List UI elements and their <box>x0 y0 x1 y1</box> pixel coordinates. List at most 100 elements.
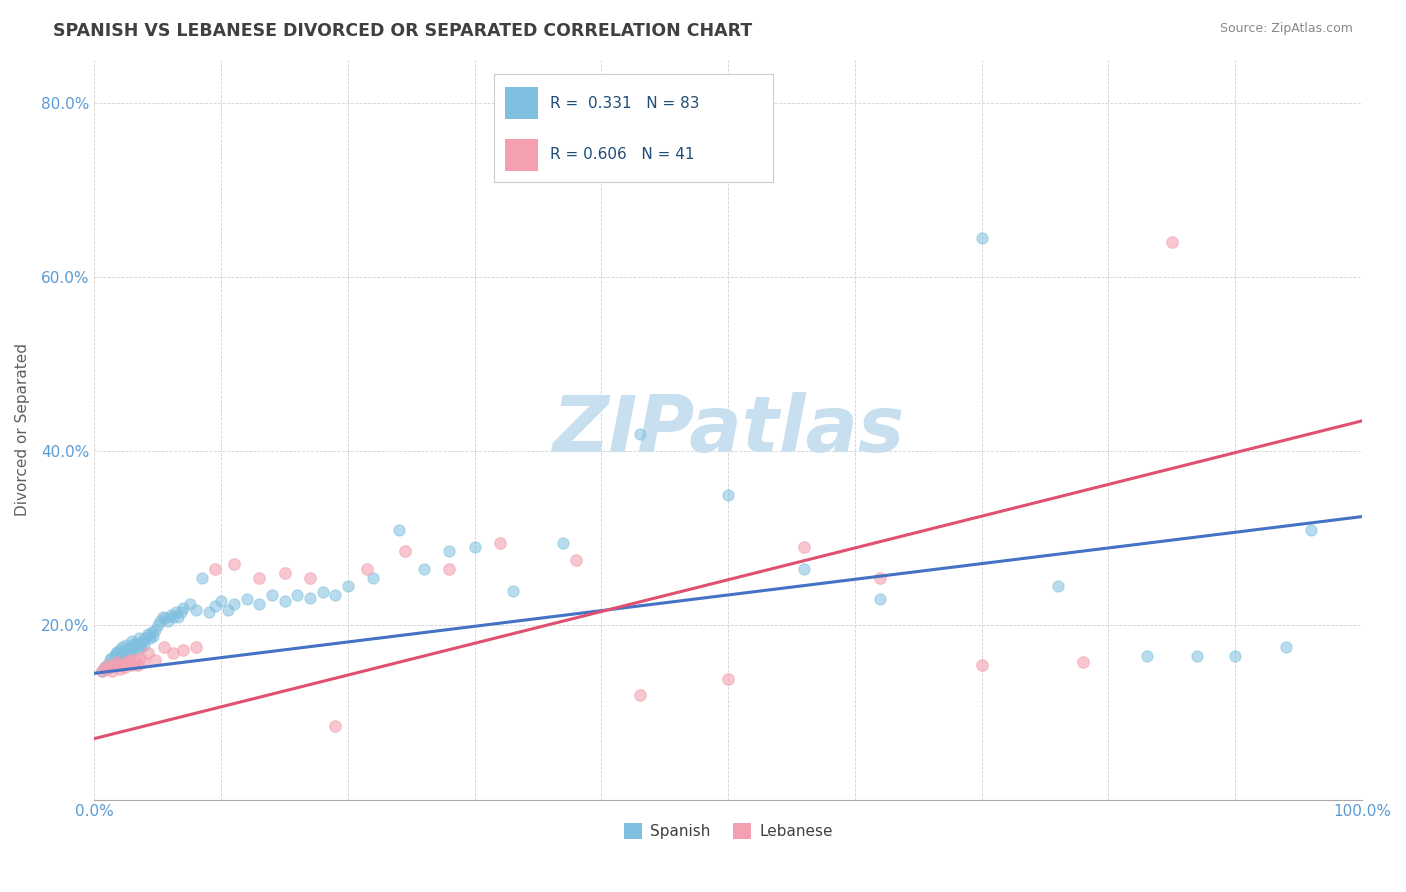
Point <box>152 609 174 624</box>
Point <box>336 579 359 593</box>
Point <box>311 585 333 599</box>
Point <box>91 664 114 678</box>
Point <box>117 655 139 669</box>
Point <box>142 629 165 643</box>
Point <box>128 632 150 646</box>
Point <box>464 540 486 554</box>
Text: ZIPatlas: ZIPatlas <box>553 392 904 467</box>
Point <box>139 632 162 646</box>
Point <box>114 648 136 663</box>
Text: SPANISH VS LEBANESE DIVORCED OR SEPARATED CORRELATION CHART: SPANISH VS LEBANESE DIVORCED OR SEPARATE… <box>53 22 752 40</box>
Point <box>100 651 122 665</box>
Point <box>105 655 128 669</box>
Point <box>172 601 194 615</box>
Point <box>235 592 257 607</box>
Point <box>628 688 651 702</box>
Point <box>136 627 159 641</box>
Point <box>162 646 184 660</box>
Point <box>127 642 149 657</box>
Point <box>1275 640 1298 655</box>
Point <box>96 662 118 676</box>
Point <box>489 535 512 549</box>
Point <box>117 642 139 657</box>
Point <box>1301 523 1323 537</box>
Point <box>323 588 346 602</box>
Point <box>869 570 891 584</box>
Point <box>323 718 346 732</box>
Point <box>169 605 191 619</box>
Legend: Spanish, Lebanese: Spanish, Lebanese <box>617 817 839 845</box>
Point <box>98 657 121 672</box>
Point <box>869 592 891 607</box>
Point <box>502 583 524 598</box>
Point <box>132 638 155 652</box>
Point <box>165 605 187 619</box>
Point <box>179 597 201 611</box>
Point <box>103 657 125 672</box>
Point <box>553 535 575 549</box>
Point <box>155 611 177 625</box>
Point <box>191 570 214 584</box>
Point <box>247 570 270 584</box>
Point <box>439 544 461 558</box>
Point <box>970 231 993 245</box>
Point <box>970 657 993 672</box>
Point <box>159 607 181 622</box>
Point <box>222 558 245 572</box>
Point <box>101 664 124 678</box>
Point <box>127 657 149 672</box>
Point <box>108 662 131 676</box>
Point <box>184 603 207 617</box>
Point <box>285 588 308 602</box>
Point <box>204 599 226 614</box>
Point <box>394 544 416 558</box>
Point <box>118 653 141 667</box>
Point <box>156 614 179 628</box>
Point <box>628 426 651 441</box>
Point <box>1071 655 1094 669</box>
Point <box>197 605 219 619</box>
Point <box>124 636 146 650</box>
Point <box>131 634 153 648</box>
Point <box>111 657 134 672</box>
Point <box>143 653 166 667</box>
Point <box>105 646 128 660</box>
Point <box>565 553 588 567</box>
Point <box>273 566 295 581</box>
Point <box>108 642 131 657</box>
Point <box>124 653 146 667</box>
Point <box>162 609 184 624</box>
Point <box>131 655 153 669</box>
Point <box>141 625 163 640</box>
Point <box>114 660 136 674</box>
Point <box>111 640 134 655</box>
Point <box>1225 648 1247 663</box>
Point <box>118 640 141 655</box>
Point <box>136 646 159 660</box>
Point <box>112 644 135 658</box>
Point <box>793 562 815 576</box>
Point <box>273 594 295 608</box>
Point <box>217 603 239 617</box>
Point <box>439 562 461 576</box>
Point <box>209 594 232 608</box>
Point <box>1046 579 1069 593</box>
Point <box>153 640 176 655</box>
Point <box>167 609 190 624</box>
Point <box>172 642 194 657</box>
Point <box>93 660 115 674</box>
Text: Source: ZipAtlas.com: Source: ZipAtlas.com <box>1219 22 1353 36</box>
Point <box>125 640 148 655</box>
Point <box>143 623 166 637</box>
Point <box>104 648 127 663</box>
Point <box>105 644 128 658</box>
Point <box>98 653 121 667</box>
Point <box>120 644 142 658</box>
Point <box>146 618 169 632</box>
Point <box>131 640 153 655</box>
Point <box>247 597 270 611</box>
Point <box>122 638 145 652</box>
Point <box>138 629 160 643</box>
Point <box>1160 235 1182 250</box>
Y-axis label: Divorced or Separated: Divorced or Separated <box>15 343 30 516</box>
